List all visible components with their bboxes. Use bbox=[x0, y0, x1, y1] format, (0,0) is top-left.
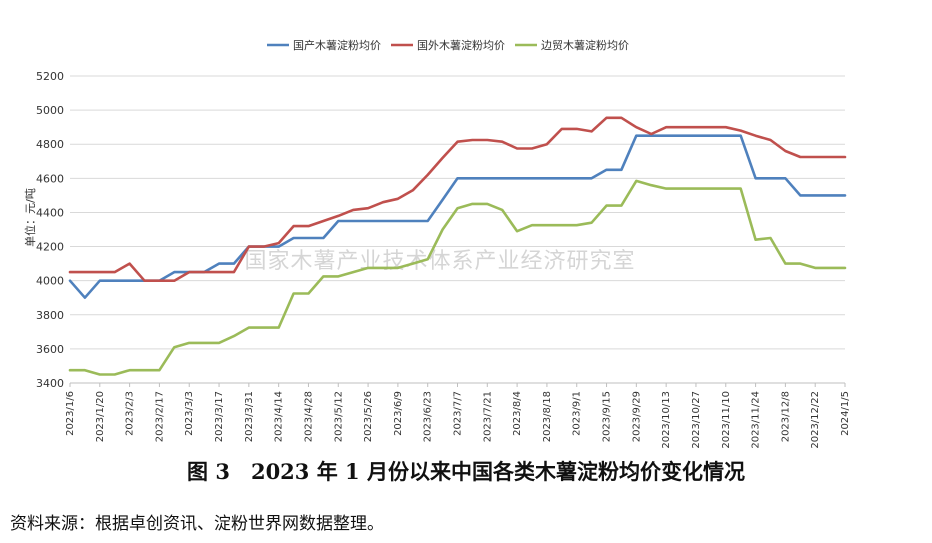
x-tick-label: 2023/8/4 bbox=[512, 391, 523, 436]
y-tick-label: 4400 bbox=[36, 206, 64, 219]
y-tick-label: 5200 bbox=[36, 70, 64, 83]
legend-label-1: 国产木薯淀粉均价 bbox=[293, 38, 381, 52]
x-tick-label: 2023/12/22 bbox=[810, 391, 821, 449]
x-tick-label: 2023/1/20 bbox=[95, 391, 106, 442]
y-axis-title: 单位：元/吨 bbox=[23, 188, 37, 247]
axis-layer: 3400 3600 3800 4000 4200 4400 4600 4800 5000 5200… bbox=[23, 70, 851, 449]
x-tick-label: 2023/9/29 bbox=[631, 391, 642, 442]
legend-label-2: 国外木薯淀粉均价 bbox=[417, 38, 505, 52]
x-tick-label: 2023/3/17 bbox=[214, 391, 225, 442]
x-tick-label: 2023/6/23 bbox=[423, 391, 434, 442]
y-tick-label: 3400 bbox=[36, 377, 64, 390]
figure-caption: 图 3 2023 年 1 月份以来中国各类木薯淀粉均价变化情况 bbox=[187, 459, 745, 484]
x-tick-label: 2023/6/9 bbox=[393, 391, 404, 436]
y-tick-label: 4000 bbox=[36, 275, 64, 288]
data-source-note: 资料来源：根据卓创资讯、淀粉世界网数据整理。 bbox=[10, 514, 384, 534]
x-tick-label: 2023/2/17 bbox=[154, 391, 165, 442]
y-tick-label: 4200 bbox=[36, 241, 64, 254]
x-tick-label: 2023/4/28 bbox=[303, 391, 314, 442]
x-tick-label: 2024/1/5 bbox=[840, 391, 851, 436]
x-tick-label: 2023/8/18 bbox=[542, 391, 553, 442]
x-tick-label: 2023/9/15 bbox=[602, 391, 613, 442]
x-tick-label: 2023/7/7 bbox=[453, 391, 464, 436]
line-chart-svg: 3400 3600 3800 4000 4200 4400 4600 4800 5000 5200… bbox=[23, 38, 851, 449]
chart: 3400 3600 3800 4000 4200 4400 4600 4800 5000 5200… bbox=[23, 38, 851, 449]
x-tick-label: 2023/5/12 bbox=[333, 391, 344, 442]
watermark-text: 国家木薯产业技术体系产业经济研究室 bbox=[244, 249, 635, 274]
y-tick-label: 3800 bbox=[36, 309, 64, 322]
x-tick-label: 2023/10/13 bbox=[661, 391, 672, 449]
x-tick-label: 2023/5/26 bbox=[363, 391, 374, 442]
legend-label-3: 边贸木薯淀粉均价 bbox=[541, 38, 629, 52]
y-tick-label: 4800 bbox=[36, 138, 64, 151]
x-tick-label: 2023/9/1 bbox=[572, 391, 583, 436]
series-line-2 bbox=[68, 116, 847, 283]
series-line-3 bbox=[68, 179, 847, 376]
y-tick-label: 3600 bbox=[36, 343, 64, 356]
x-tick-label: 2023/11/10 bbox=[721, 391, 732, 449]
y-tick-label: 4600 bbox=[36, 172, 64, 185]
y-tick-label: 5000 bbox=[36, 104, 64, 117]
series-layer bbox=[68, 116, 847, 376]
x-tick-label: 2023/3/31 bbox=[244, 391, 255, 442]
x-tick-label: 2023/4/14 bbox=[274, 391, 285, 442]
x-tick-label: 2023/1/6 bbox=[65, 391, 76, 436]
x-tick-label: 2023/12/8 bbox=[780, 391, 791, 442]
x-tick-label: 2023/3/3 bbox=[184, 391, 195, 436]
x-tick-label: 2023/2/3 bbox=[125, 391, 136, 436]
grid-layer bbox=[70, 75, 845, 384]
x-tick-label: 2023/11/24 bbox=[751, 391, 762, 449]
legend: 国产木薯淀粉均价 国外木薯淀粉均价 边贸木薯淀粉均价 bbox=[267, 38, 629, 52]
x-tick-label: 2023/10/27 bbox=[691, 391, 702, 449]
x-tick-label: 2023/7/21 bbox=[482, 391, 493, 442]
